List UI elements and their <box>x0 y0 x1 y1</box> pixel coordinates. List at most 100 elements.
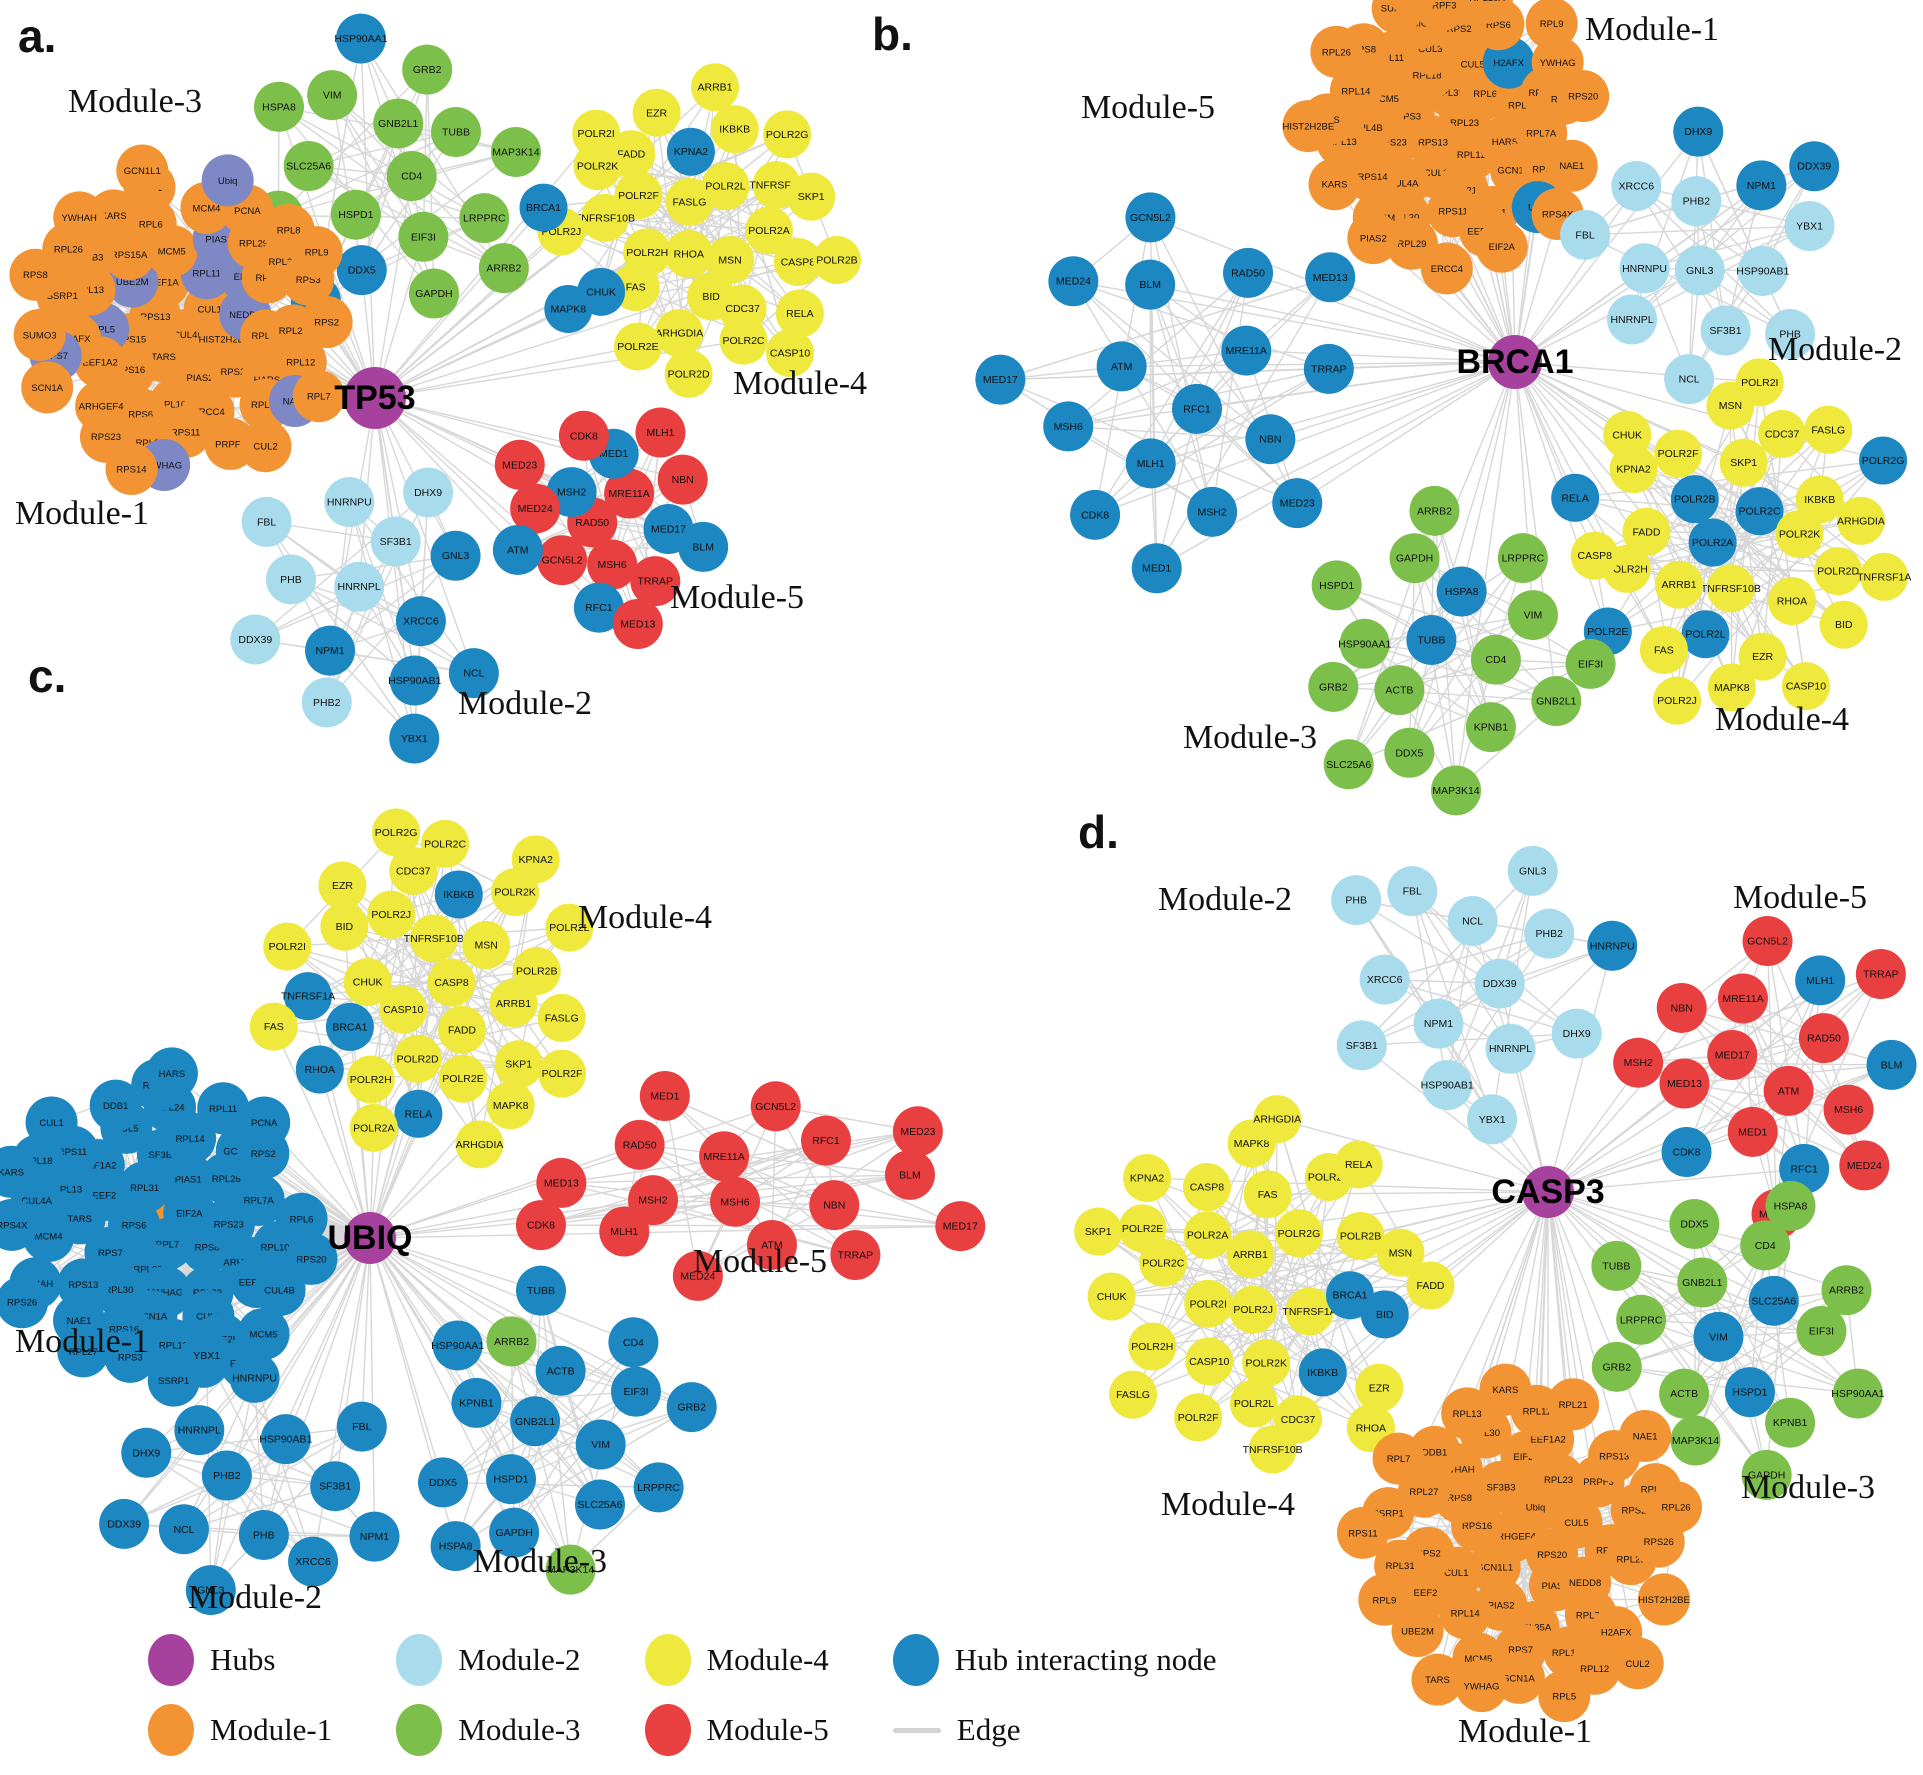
node-c-PCNA[interactable]: PCNA <box>238 1096 291 1149</box>
node-a-RELA[interactable]: RELA <box>775 289 824 338</box>
node-a-HSP90AA1[interactable]: HSP90AA1 <box>334 13 388 64</box>
node-d-LRPPRC[interactable]: LRPPRC <box>1616 1294 1667 1345</box>
node-c-RPS3[interactable]: RPS3 <box>104 1330 157 1383</box>
node-d-NBN[interactable]: NBN <box>1656 982 1707 1033</box>
node-c-KPNA2[interactable]: KPNA2 <box>511 835 560 884</box>
node-d-XRCC6[interactable]: XRCC6 <box>1359 954 1410 1005</box>
node-b-ARHGDIA[interactable]: ARHGDIA <box>1836 496 1885 545</box>
node-b-POLR2B[interactable]: POLR2B <box>1670 475 1719 524</box>
node-a-IKBKB[interactable]: IKBKB <box>710 105 759 154</box>
node-d-ARRB1[interactable]: ARRB1 <box>1226 1230 1275 1279</box>
node-c-MSN[interactable]: MSN <box>462 921 511 970</box>
node-b-POLR2I[interactable]: POLR2I <box>1735 358 1784 407</box>
node-d-CUL2[interactable]: CUL2 <box>1611 1637 1664 1690</box>
node-a-MED24[interactable]: MED24 <box>510 483 561 534</box>
node-a-ATM[interactable]: ATM <box>492 524 543 575</box>
node-a-POLR2G[interactable]: POLR2G <box>763 110 812 159</box>
node-c-IKBKB[interactable]: IKBKB <box>434 870 483 919</box>
node-d-FAS[interactable]: FAS <box>1243 1170 1292 1219</box>
node-b-PHB2[interactable]: PHB2 <box>1671 176 1722 227</box>
node-a-Ubiq[interactable]: Ubiq <box>201 154 254 207</box>
node-a-CUL2[interactable]: CUL2 <box>239 420 292 473</box>
node-d-IKBKB[interactable]: IKBKB <box>1298 1348 1347 1397</box>
node-b-DHX9[interactable]: DHX9 <box>1673 106 1724 157</box>
node-c-DDB1[interactable]: DDB1 <box>89 1079 142 1132</box>
node-b-HSP90AA1[interactable]: HSP90AA1 <box>1338 618 1391 669</box>
node-c-GCN5L2[interactable]: GCN5L2 <box>750 1081 801 1132</box>
node-c-TRRAP[interactable]: TRRAP <box>830 1229 881 1280</box>
hub-BRCA1[interactable]: BRCA1 <box>1456 335 1574 389</box>
node-b-MED24[interactable]: MED24 <box>1048 256 1099 307</box>
node-c-CASP10[interactable]: CASP10 <box>379 985 428 1034</box>
node-c-SF3B1[interactable]: SF3B1 <box>310 1461 361 1512</box>
node-d-RPL21[interactable]: RPL21 <box>1547 1378 1600 1431</box>
node-b-FADD[interactable]: FADD <box>1622 507 1671 556</box>
node-b-MAP3K14[interactable]: MAP3K14 <box>1431 765 1482 816</box>
node-a-POLR2I[interactable]: POLR2I <box>572 109 621 158</box>
node-b-RPS20[interactable]: RPS20 <box>1557 70 1610 123</box>
node-a-POLR2E[interactable]: POLR2E <box>613 322 662 371</box>
node-b-MED23[interactable]: MED23 <box>1272 478 1323 529</box>
node-d-GNB2L1[interactable]: GNB2L1 <box>1677 1257 1728 1308</box>
node-b-MSH2[interactable]: MSH2 <box>1187 486 1238 537</box>
node-d-POLR2I[interactable]: POLR2I <box>1184 1279 1233 1328</box>
node-a-RPL7[interactable]: RPL7 <box>292 370 345 423</box>
node-d-NCL[interactable]: NCL <box>1447 896 1498 947</box>
node-a-POLR2L[interactable]: POLR2L <box>701 162 750 211</box>
node-c-RELA[interactable]: RELA <box>394 1089 443 1138</box>
node-b-MED17[interactable]: MED17 <box>975 354 1026 405</box>
node-c-FADD[interactable]: FADD <box>438 1005 487 1054</box>
node-c-MED17[interactable]: MED17 <box>935 1201 986 1252</box>
node-b-VIM[interactable]: VIM <box>1507 590 1558 641</box>
node-c-PHB[interactable]: PHB <box>238 1509 289 1560</box>
node-b-GNB2L1[interactable]: GNB2L1 <box>1531 676 1582 727</box>
node-c-HSPD1[interactable]: HSPD1 <box>486 1454 537 1505</box>
node-a-NCL[interactable]: NCL <box>448 648 499 699</box>
node-d-HSP90AB1[interactable]: HSP90AB1 <box>1421 1060 1474 1111</box>
node-a-LRPPRC[interactable]: LRPPRC <box>459 193 510 244</box>
node-a-FASLG[interactable]: FASLG <box>665 177 714 226</box>
node-a-ARHGDIA[interactable]: ARHGDIA <box>655 309 704 358</box>
node-d-SLC25A6[interactable]: SLC25A6 <box>1748 1275 1799 1326</box>
node-b-CDK8[interactable]: CDK8 <box>1070 489 1121 540</box>
node-a-RPS14[interactable]: RPS14 <box>105 442 158 495</box>
node-c-POLR2L[interactable]: POLR2L <box>545 903 594 952</box>
node-a-MSH6[interactable]: MSH6 <box>587 539 638 590</box>
node-b-ATM[interactable]: ATM <box>1096 341 1147 392</box>
node-d-DHX9[interactable]: DHX9 <box>1551 1008 1602 1059</box>
node-c-HSP90AA1[interactable]: HSP90AA1 <box>431 1320 484 1371</box>
node-d-POLR2L[interactable]: POLR2L <box>1229 1379 1278 1428</box>
node-a-RHOA[interactable]: RHOA <box>664 230 713 279</box>
node-d-KPNA2[interactable]: KPNA2 <box>1123 1154 1172 1203</box>
node-b-RELA[interactable]: RELA <box>1551 473 1600 522</box>
node-d-HNRNPL[interactable]: HNRNPL <box>1485 1023 1536 1074</box>
node-c-NBN[interactable]: NBN <box>809 1180 860 1231</box>
node-d-POLR2A[interactable]: POLR2A <box>1183 1211 1232 1260</box>
node-c-GAPDH[interactable]: GAPDH <box>489 1507 540 1558</box>
node-d-RPL14[interactable]: RPL14 <box>1439 1587 1492 1640</box>
node-c-FASLG[interactable]: FASLG <box>537 993 586 1042</box>
node-d-GCN5L2[interactable]: GCN5L2 <box>1742 916 1793 967</box>
node-c-ARRB2[interactable]: ARRB2 <box>486 1316 537 1367</box>
node-a-HSPA8[interactable]: HSPA8 <box>253 81 304 132</box>
node-a-KPNA2[interactable]: KPNA2 <box>666 127 715 176</box>
node-d-FBL[interactable]: FBL <box>1387 866 1438 917</box>
node-d-MRE11A[interactable]: MRE11A <box>1717 973 1768 1024</box>
node-c-MSH6[interactable]: MSH6 <box>710 1176 761 1227</box>
node-d-NPM1[interactable]: NPM1 <box>1413 998 1464 1049</box>
node-d-MED24[interactable]: MED24 <box>1839 1140 1890 1191</box>
node-d-EZR[interactable]: EZR <box>1355 1363 1404 1412</box>
node-d-KPNB1[interactable]: KPNB1 <box>1765 1397 1816 1448</box>
node-c-RHOA[interactable]: RHOA <box>295 1045 344 1094</box>
node-b-MSH6[interactable]: MSH6 <box>1043 401 1094 452</box>
node-a-CD4[interactable]: CD4 <box>386 151 437 202</box>
hub-TP53[interactable]: TP53 <box>334 367 416 429</box>
node-a-PHB2[interactable]: PHB2 <box>301 677 352 728</box>
node-a-POLR2F[interactable]: POLR2F <box>614 171 663 220</box>
node-b-HSP90AB1[interactable]: HSP90AB1 <box>1736 246 1790 297</box>
node-a-ARRB1[interactable]: ARRB1 <box>691 63 740 112</box>
node-b-TUBB[interactable]: TUBB <box>1406 614 1457 665</box>
node-d-RPL13[interactable]: RPL13 <box>1441 1387 1494 1440</box>
node-c-ATM[interactable]: ATM <box>746 1219 797 1270</box>
node-b-EEF2[interactable]: EEF2 <box>1387 0 1439 17</box>
